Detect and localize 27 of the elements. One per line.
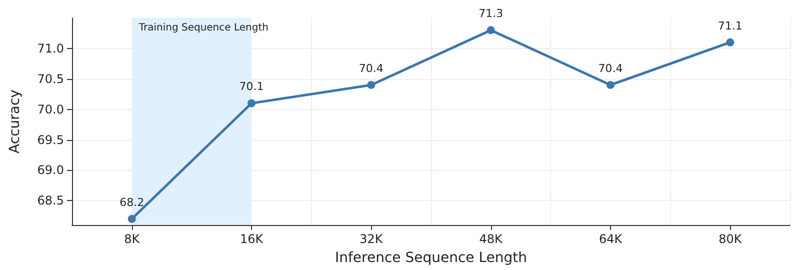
x-tick-label: 16K — [240, 232, 264, 246]
y-tick-label: 71.0 — [37, 41, 64, 56]
data-label: 68.2 — [120, 196, 144, 209]
x-tick-label: 64K — [598, 232, 624, 246]
point — [726, 38, 734, 46]
point — [606, 80, 614, 89]
y-tick-label: 69.0 — [37, 163, 64, 178]
y-tick-label: 70.5 — [37, 72, 64, 86]
x-axis-title: Inference Sequence Length — [334, 250, 528, 266]
data-label: 70.1 — [239, 80, 264, 94]
point — [486, 26, 495, 34]
x-tick-label: 80K — [718, 232, 743, 246]
data-label: 71.3 — [478, 7, 504, 20]
x-tick-label: 8K — [124, 232, 141, 246]
band-label: Training Sequence Length — [138, 22, 268, 34]
data-label: 71.1 — [718, 19, 742, 32]
point — [367, 80, 376, 89]
y-axis-title: Accuracy — [7, 90, 23, 154]
data-label: 70.4 — [598, 62, 623, 75]
x-tick-label: 32K — [360, 232, 384, 246]
point — [128, 214, 136, 223]
x-tick-label: 48K — [479, 232, 504, 246]
y-tick-label: 69.5 — [37, 132, 64, 147]
data-label: 70.4 — [358, 62, 384, 75]
point — [248, 99, 256, 108]
y-tick-label: 70.0 — [37, 102, 64, 116]
y-tick-label: 68.5 — [37, 194, 64, 208]
